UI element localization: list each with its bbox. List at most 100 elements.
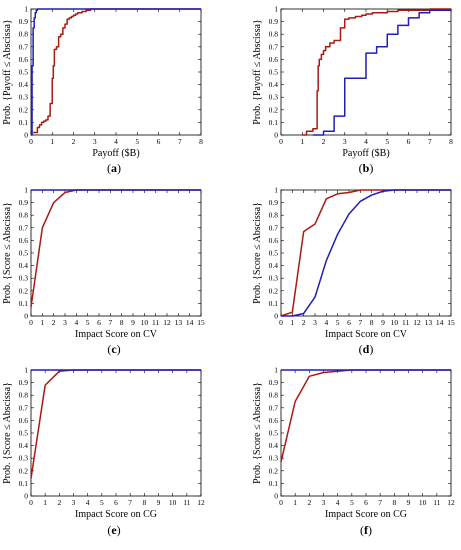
x-tick-label: 2 xyxy=(307,498,311,507)
y-tick-label: 0.1 xyxy=(269,299,279,308)
panel-label-letter: b xyxy=(363,161,370,175)
panel-label: (d) xyxy=(359,342,374,356)
y-tick-label: 0.9 xyxy=(19,198,29,207)
x-tick-label: 8 xyxy=(120,318,124,327)
y-tick-label: 0.8 xyxy=(19,211,29,220)
y-tick-label: 0.7 xyxy=(19,42,29,51)
y-tick-label: 0.3 xyxy=(19,93,29,102)
series-line-red xyxy=(33,8,201,134)
x-tick-label: 4 xyxy=(86,498,90,507)
y-tick-label: 0 xyxy=(24,131,28,140)
x-tick-label: 6 xyxy=(407,137,411,146)
panel-label: (f) xyxy=(360,523,372,537)
y-tick-label: 0.5 xyxy=(19,68,29,77)
x-axis-label: Impact Score on CV xyxy=(75,329,158,340)
y-tick-label: 0.6 xyxy=(269,236,279,245)
panel-label-close: ) xyxy=(117,342,121,356)
x-tick-label: 12 xyxy=(163,318,171,327)
x-tick-label: 11 xyxy=(183,498,190,507)
y-axis-label: Prob. {Score ≤ Abscissa} xyxy=(252,202,263,304)
x-tick-label: 1 xyxy=(40,318,44,327)
series-line-blue xyxy=(31,8,201,136)
y-tick-label: 0.7 xyxy=(269,403,279,412)
y-tick-label: 0.5 xyxy=(19,429,29,438)
x-tick-label: 8 xyxy=(392,498,396,507)
x-tick-label: 3 xyxy=(63,318,67,327)
y-axis-label: Prob. {Score ≤ Abscissa} xyxy=(2,382,13,484)
plot-frame xyxy=(30,189,202,317)
y-axis-label: Prob. {Payoff ≤ Abscissa} xyxy=(2,19,13,124)
x-tick-label: 6 xyxy=(157,137,161,146)
chart-panel-d: 00.10.20.30.40.50.60.70.80.910 1 2 3 4 5 6 7 8 9 1… xyxy=(252,186,455,357)
x-tick-label: 1 xyxy=(293,498,297,507)
y-tick-label: 1 xyxy=(24,366,28,375)
y-tick-label: 0.8 xyxy=(19,30,29,39)
panel-label-open: ( xyxy=(107,342,111,356)
x-tick-label: 9 xyxy=(131,318,135,327)
x-tick-label: 10 xyxy=(141,318,149,327)
x-tick-label: 14 xyxy=(436,318,444,327)
x-tick-label: 15 xyxy=(197,318,205,327)
y-tick-label: 0.1 xyxy=(269,479,279,488)
y-tick-label: 0.9 xyxy=(19,378,29,387)
y-tick-label: 0.1 xyxy=(269,118,279,127)
x-tick-label: 4 xyxy=(324,318,328,327)
x-tick-label: 2 xyxy=(302,318,306,327)
y-tick-label: 0.7 xyxy=(269,42,279,51)
panel-label-open: ( xyxy=(107,523,111,537)
y-tick-label: 0.4 xyxy=(269,261,279,270)
x-tick-label: 14 xyxy=(186,318,194,327)
y-tick-label: 0.2 xyxy=(269,286,279,295)
chart-panel-f: 00.10.20.30.40.50.60.70.80.910 1 2 3 4 5 6 7 8 9 1… xyxy=(252,366,455,538)
x-axis-label: Impact Score on CG xyxy=(75,509,157,520)
chart-panel-e: 00.10.20.30.40.50.60.70.80.910 1 2 3 4 5 6 7 8 9 1… xyxy=(2,366,205,538)
x-tick-label: 3 xyxy=(343,137,347,146)
y-tick-label: 0 xyxy=(274,131,278,140)
x-tick-label: 6 xyxy=(114,498,118,507)
y-tick-label: 0.3 xyxy=(19,454,29,463)
x-tick-label: 12 xyxy=(197,498,205,507)
y-tick-label: 1 xyxy=(24,186,28,195)
panel-label-letter: f xyxy=(364,523,369,537)
x-tick-label: 5 xyxy=(350,498,354,507)
x-tick-label: 3 xyxy=(322,498,326,507)
y-tick-label: 0.1 xyxy=(19,118,29,127)
y-tick-label: 0.3 xyxy=(269,274,279,283)
x-tick-label: 4 xyxy=(74,318,78,327)
series-line-red xyxy=(302,8,451,136)
x-tick-label: 6 xyxy=(347,318,351,327)
y-axis-label: Prob. {Score ≤ Abscissa} xyxy=(252,382,263,484)
chart-panel-a: 0 0.1 0.2 0.3 0.4 0.5 0.6 0.7 0.8 0.9 1 0 1 2 3 4 5 6 7 8 Pa… xyxy=(2,5,203,176)
x-tick-label: 7 xyxy=(378,498,382,507)
y-tick-label: 0.3 xyxy=(269,454,279,463)
x-tick-label: 12 xyxy=(413,318,421,327)
x-tick-label: 13 xyxy=(175,318,183,327)
x-tick-label: 0 xyxy=(279,498,283,507)
x-tick-label: 7 xyxy=(128,498,132,507)
series-line-red xyxy=(280,369,451,463)
plot-frame xyxy=(30,369,202,497)
y-tick-label: 0.4 xyxy=(19,441,29,450)
panel-label-open: ( xyxy=(359,161,363,175)
y-tick-label: 0.6 xyxy=(19,236,29,245)
x-axis-label: Impact Score on CV xyxy=(325,329,408,340)
panel-label-close: ) xyxy=(369,161,373,175)
y-axis-label: Prob. {Score ≤ Abscissa} xyxy=(2,202,13,304)
y-tick-label: 0.9 xyxy=(269,198,279,207)
x-tick-label: 5 xyxy=(336,318,340,327)
x-tick-label: 3 xyxy=(313,318,317,327)
y-tick-label: 0 xyxy=(24,312,28,321)
x-tick-label: 10 xyxy=(169,498,177,507)
y-tick-label: 0.4 xyxy=(19,261,29,270)
y-tick-label: 0.6 xyxy=(19,416,29,425)
x-tick-label: 10 xyxy=(391,318,399,327)
panel-label: (e) xyxy=(107,523,120,537)
y-tick-label: 0.8 xyxy=(269,211,279,220)
y-tick-label: 0.5 xyxy=(19,249,29,258)
panel-label-letter: c xyxy=(111,342,117,356)
x-tick-label: 5 xyxy=(86,318,90,327)
x-tick-label: 8 xyxy=(449,137,453,146)
x-tick-label: 8 xyxy=(199,137,203,146)
x-tick-label: 4 xyxy=(114,137,118,146)
